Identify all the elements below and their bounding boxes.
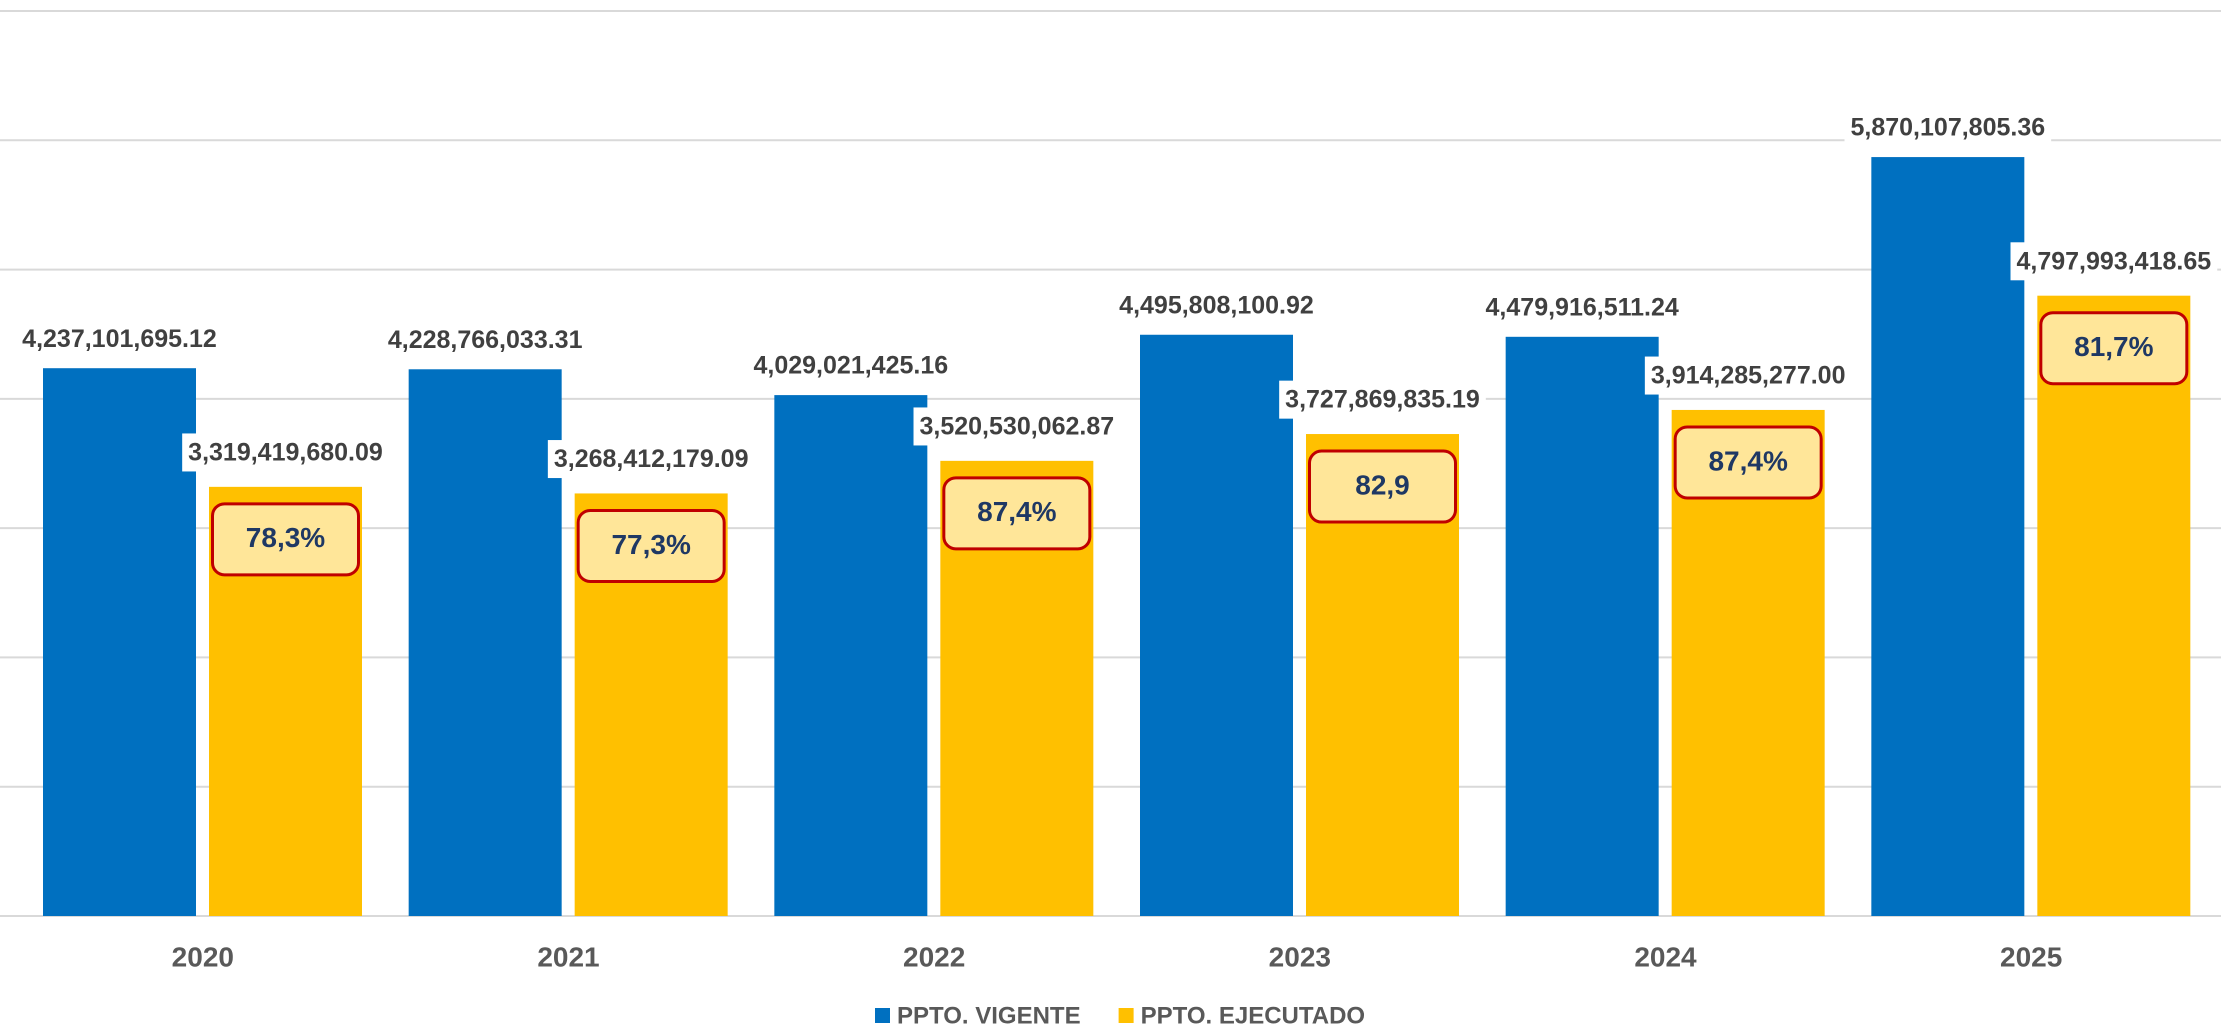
value-label: 4,797,993,418.65 [2017, 247, 2212, 275]
annotation: 81,7% [2074, 331, 2153, 362]
x-tick-label: 2021 [537, 941, 599, 972]
bar [1871, 157, 2025, 916]
legend-swatch [875, 1008, 890, 1023]
bar [774, 395, 928, 916]
value-label: 5,870,107,805.36 [1851, 114, 2046, 142]
value-label-bg [747, 346, 955, 385]
bar [43, 368, 196, 917]
value-label-bg [381, 320, 589, 359]
annotation: 77,3% [611, 529, 690, 560]
value-label: 3,319,419,680.09 [188, 438, 383, 466]
x-tick-label: 2020 [172, 941, 234, 972]
annotation-box [211, 502, 360, 577]
bar [2037, 295, 2191, 916]
x-tick-label: 2025 [2000, 941, 2062, 972]
annotation-box [1673, 425, 1823, 500]
value-label-bg [1113, 286, 1320, 325]
value-label: 3,268,412,179.09 [554, 445, 749, 473]
value-label-bg [1479, 288, 1685, 327]
annotation-box [942, 476, 1092, 551]
value-label: 4,237,101,695.12 [22, 325, 217, 353]
value-label-bg [547, 440, 755, 479]
x-tick-label: 2023 [1269, 941, 1331, 972]
value-label-bg [1279, 380, 1486, 419]
annotation: 87,4% [977, 496, 1056, 527]
value-label: 3,914,285,277.00 [1651, 362, 1846, 390]
bar [1505, 336, 1659, 916]
value-label: 4,479,916,511.24 [1486, 293, 1679, 321]
value-label: 3,520,530,062.87 [920, 412, 1115, 440]
value-label-bg [1644, 356, 1852, 395]
x-tick-label: 2024 [1634, 941, 1697, 972]
value-label-bg [2010, 242, 2218, 281]
annotation-box [576, 508, 726, 583]
bar [1140, 334, 1293, 916]
annotation: 82,9 [1355, 469, 1410, 500]
annotation-box [2039, 311, 2189, 386]
legend-label: PPTO. EJECUTADO [1141, 1002, 1365, 1029]
annotation: 78,3% [246, 522, 325, 553]
value-label: 4,029,021,425.16 [754, 352, 949, 380]
legend-label: PPTO. VIGENTE [897, 1002, 1081, 1029]
value-label-bg [913, 407, 1121, 446]
value-label-bg [1844, 108, 2052, 147]
value-label: 4,495,808,100.92 [1119, 291, 1314, 319]
x-tick-label: 2022 [903, 941, 965, 972]
bar [408, 369, 562, 916]
annotation: 87,4% [1708, 445, 1787, 476]
value-label-bg [16, 319, 223, 358]
value-label: 4,228,766,033.31 [388, 326, 583, 354]
legend-swatch [1118, 1008, 1134, 1023]
value-label-bg [182, 433, 389, 472]
value-label: 3,727,869,835.19 [1285, 386, 1480, 414]
annotation-box [1308, 449, 1457, 524]
